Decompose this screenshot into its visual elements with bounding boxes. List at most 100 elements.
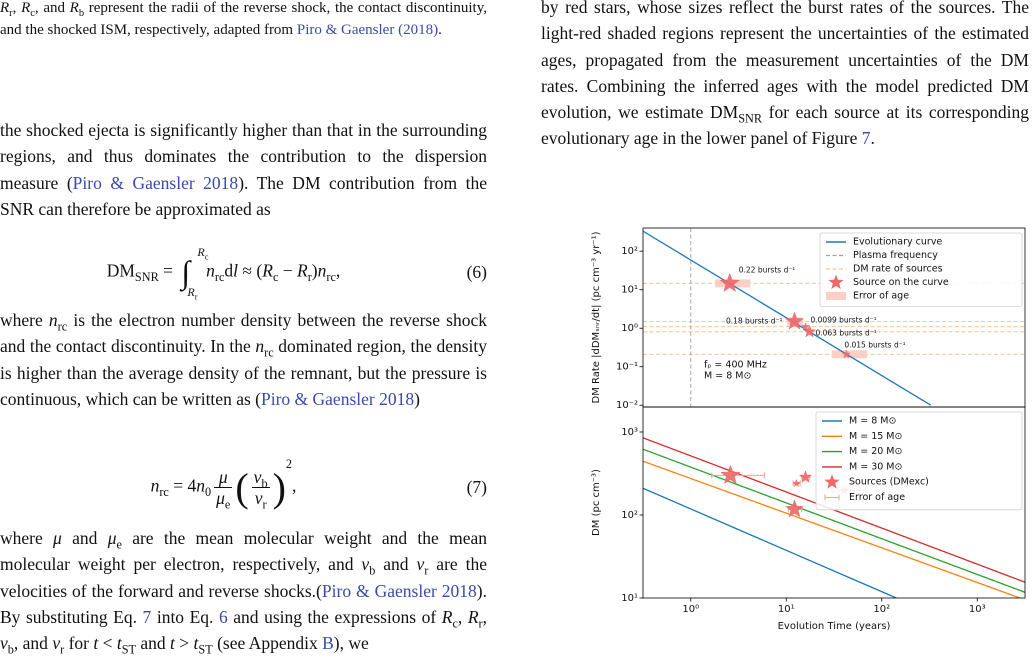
math-symbol: R <box>0 0 10 16</box>
burst-rate-label: 0.015 bursts d⁻¹ <box>844 340 905 349</box>
subscript: e <box>224 497 231 511</box>
subscript: rc <box>326 269 336 284</box>
series-line <box>643 230 932 406</box>
series-line <box>643 448 1025 593</box>
source-star <box>841 349 851 359</box>
legend-label: Error of age <box>853 291 909 302</box>
math-symbol: v <box>0 633 8 654</box>
math-symbol: R <box>441 606 453 627</box>
citation-link[interactable]: B <box>322 633 334 654</box>
math-symbol: v <box>254 487 263 508</box>
text-run: , <box>482 606 488 627</box>
math-symbol: μ <box>218 466 228 487</box>
x-tick-label: 10³ <box>969 604 986 615</box>
fraction: μ μe <box>214 466 233 511</box>
equation-number: (6) <box>466 261 487 282</box>
figure-caption: Rr, Rc, and Rb represent the radii of th… <box>0 0 487 41</box>
text-run: and <box>136 633 171 654</box>
source-star <box>719 272 740 293</box>
text-run: . <box>870 128 875 149</box>
subscript: ST <box>121 642 137 657</box>
citation-link[interactable]: Piro & Gaensler (2018) <box>296 22 439 38</box>
x-tick-label: 10² <box>873 604 890 615</box>
subscript: r <box>478 616 483 631</box>
parenthesis: ( <box>235 464 249 510</box>
legend-star <box>828 274 844 289</box>
subscript: 0 <box>204 484 212 499</box>
math-symbol: n <box>206 260 215 281</box>
math-symbol: μ <box>53 528 62 548</box>
x-tick-label: 10¹ <box>778 604 795 615</box>
legend: Evolutionary curve Plasma frequency DM rat… <box>819 232 1023 307</box>
citation-link[interactable]: Piro & Gaensler 2018 <box>260 388 415 409</box>
paragraph: the shocked ejecta is significantly high… <box>0 117 487 222</box>
text-run: . <box>438 22 442 38</box>
legend-label: Sources (DMexc) <box>849 477 929 488</box>
figure: 10⁻² 10⁻¹ 10⁰ 10¹ 10² DM Rate |dDMₛₙᵣ/dt| (pc… <box>591 227 1026 632</box>
source-star <box>720 464 741 485</box>
y-tick-label: 10² <box>621 510 638 521</box>
math-symbol: R <box>197 244 205 259</box>
y-tick-label: 10² <box>621 246 638 257</box>
citation-link[interactable]: Piro & Gaensler 2018 <box>321 580 477 601</box>
text-run: ), we <box>333 633 369 654</box>
legend: M = 8 M⊙ M = 15 M⊙ M = 20 M⊙ M = 30 M⊙ Sourc… <box>815 411 1023 511</box>
age-error-bar <box>711 472 765 479</box>
math-symbol: n <box>48 310 58 330</box>
burst-rate-label: 0.22 bursts d⁻¹ <box>739 265 796 274</box>
subscript: rc <box>57 319 68 334</box>
legend-label: M = 30 M⊙ <box>849 461 902 472</box>
source-star <box>785 499 804 518</box>
subscript: SNR <box>738 111 763 126</box>
text-run: is the electron number density between t… <box>0 310 487 357</box>
math-symbol: t <box>193 633 199 654</box>
text-run: for <box>64 633 94 654</box>
annotation: M = 8 M⊙ <box>704 371 751 382</box>
text-run: ). By substituting Eq. <box>0 580 487 627</box>
x-tick-label: 10⁰ <box>682 604 699 615</box>
equation-body: nrc = 4n0 μ μe(vb vr)2, <box>0 458 447 511</box>
text-run: , <box>12 0 22 16</box>
text-run: and <box>61 528 108 548</box>
math-symbol: μ <box>107 528 117 548</box>
text-run: (see Appendix <box>212 633 323 654</box>
equation-body: DMSNR = ∫ Rc Rr nrcdl ≈ (Rc − Rr)nrc, <box>0 245 447 301</box>
math-symbol: l <box>233 260 239 281</box>
subscript: r <box>9 8 13 19</box>
series-line <box>643 487 897 598</box>
source-star <box>798 470 813 483</box>
citation-link[interactable]: 7 <box>142 606 152 627</box>
legend-label: Plasma frequency <box>853 250 938 261</box>
subscript: r <box>262 497 267 511</box>
math-symbol: R <box>21 0 31 16</box>
text-run: dominated region, the density is higher … <box>0 336 487 409</box>
integral-sign: ∫ <box>181 253 191 290</box>
subscript: r <box>307 269 312 284</box>
citation-link[interactable]: 7 <box>861 128 871 149</box>
math-symbol: n <box>196 475 205 496</box>
paragraph: where μ and μe are the mean molecular we… <box>0 525 487 656</box>
y-tick-label: 10¹ <box>621 285 638 296</box>
math-symbol: v <box>52 633 61 654</box>
age-error-band <box>831 350 867 359</box>
text-run: for each source at its corresponding evo… <box>541 102 1029 149</box>
text-run: and using the expressions of <box>227 606 442 627</box>
text-run: , and <box>34 0 70 16</box>
source-star <box>792 479 801 487</box>
equation: DMSNR = ∫ Rc Rr nrcdl ≈ (Rc − Rr)nrc, (6) <box>0 242 487 302</box>
y-axis-label: DM Rate |dDMₛₙᵣ/dt| (pc cm⁻³ yr⁻¹) <box>591 231 602 403</box>
subscript: rc <box>264 345 274 360</box>
math-symbol: t <box>170 633 175 654</box>
subscript: c <box>204 251 209 261</box>
subscript: c <box>452 616 458 631</box>
citation-link[interactable]: Piro & Gaensler 2018 <box>72 172 239 193</box>
equation: nrc = 4n0 μ μe(vb vr)2, (7) <box>0 457 487 517</box>
text-run: are the mean molecular weight and the me… <box>0 528 487 575</box>
numerator: μ <box>214 466 233 488</box>
equation-number: (7) <box>466 476 487 497</box>
y-tick-label: 10⁰ <box>621 323 638 334</box>
citation-link[interactable]: 6 <box>218 606 228 627</box>
numerator: vb <box>251 467 270 489</box>
text-run: where <box>0 528 54 548</box>
